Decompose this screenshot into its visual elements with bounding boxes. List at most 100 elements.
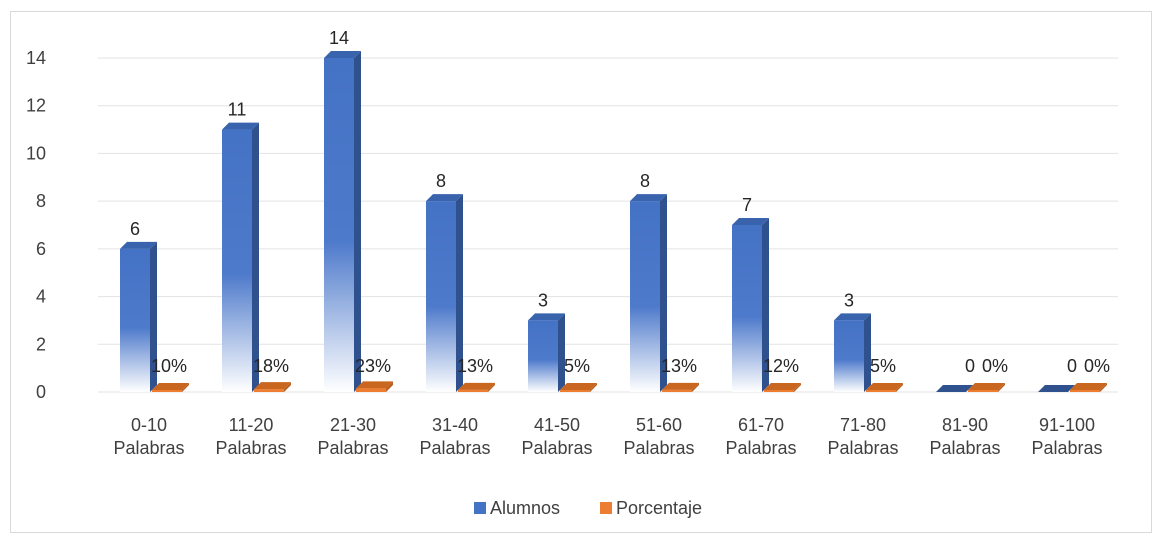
bar-alumnos bbox=[834, 320, 864, 392]
bar-porcentaje-side bbox=[692, 382, 699, 392]
bar-alumnos-top bbox=[426, 194, 463, 202]
data-label-porcentaje: 23% bbox=[355, 356, 391, 376]
y-tick-label: 12 bbox=[26, 96, 46, 116]
y-tick-label: 4 bbox=[36, 287, 46, 307]
bar-porcentaje-side bbox=[284, 382, 291, 392]
bar-alumnos-side bbox=[660, 194, 667, 392]
bar-alumnos-top bbox=[222, 122, 259, 130]
data-label-porcentaje: 0% bbox=[982, 356, 1008, 376]
y-tick-label: 6 bbox=[36, 239, 46, 259]
legend-swatch-porcentaje bbox=[600, 502, 612, 514]
bar-alumnos-top bbox=[324, 51, 361, 58]
chart-frame bbox=[10, 11, 1152, 533]
bar-porcentaje bbox=[152, 390, 182, 392]
bar-porcentaje-side bbox=[386, 381, 393, 392]
bar-alumnos bbox=[426, 201, 456, 392]
bar-alumnos bbox=[120, 248, 150, 392]
bar-porcentaje-top bbox=[968, 383, 1005, 390]
data-label-porcentaje: 0% bbox=[1084, 356, 1110, 376]
bar-porcentaje-top bbox=[1070, 383, 1107, 390]
bar-alumnos-side bbox=[354, 51, 361, 392]
bar-porcentaje bbox=[764, 390, 794, 392]
bar-porcentaje bbox=[560, 390, 590, 392]
bar-porcentaje-top bbox=[662, 382, 699, 390]
legend-label-alumnos: Alumnos bbox=[490, 498, 560, 518]
bar-porcentaje-side bbox=[488, 382, 495, 392]
bar-porcentaje-side bbox=[794, 383, 801, 392]
y-tick-label: 2 bbox=[36, 334, 46, 354]
data-label-alumnos: 8 bbox=[640, 171, 650, 191]
bar-alumnos-side bbox=[150, 241, 157, 392]
x-category-label: 61-70 Palabras bbox=[725, 415, 796, 458]
bar-alumnos-flat bbox=[936, 385, 973, 392]
bar-alumnos-top bbox=[120, 241, 157, 249]
bar-porcentaje bbox=[968, 390, 998, 392]
x-category-label: 31-40 Palabras bbox=[419, 415, 490, 458]
data-label-alumnos: 14 bbox=[329, 28, 349, 48]
bar-porcentaje-top bbox=[254, 382, 291, 390]
data-label-alumnos: 6 bbox=[130, 219, 140, 239]
bar-alumnos bbox=[732, 225, 762, 392]
data-label-porcentaje: 5% bbox=[870, 356, 896, 376]
data-label-alumnos: 11 bbox=[228, 100, 247, 120]
bar-alumnos bbox=[324, 58, 354, 392]
y-axis-ticks: 0 2 4 6 8 10 12 14 bbox=[26, 48, 46, 402]
bar-alumnos bbox=[528, 320, 558, 392]
data-label-alumnos: 0 bbox=[965, 356, 975, 376]
x-category-label: 41-50 Palabras bbox=[521, 415, 592, 458]
bar-porcentaje-top bbox=[866, 383, 903, 390]
bar-porcentaje-top bbox=[356, 381, 393, 389]
x-category-label: 21-30 Palabras bbox=[317, 415, 388, 458]
data-label-alumnos: 3 bbox=[844, 290, 854, 310]
bar-alumnos-side bbox=[252, 122, 259, 393]
data-label-porcentaje: 10% bbox=[151, 356, 187, 376]
bar-porcentaje-side bbox=[1100, 383, 1107, 392]
data-labels: 6 10% 11 18% 14 23% 8 13% 3 5% 8 13% 7 12% 3 5% 0 0% 0 0% bbox=[130, 28, 1110, 376]
y-tick-label: 14 bbox=[26, 48, 46, 68]
data-label-porcentaje: 18% bbox=[253, 356, 289, 376]
bar-porcentaje bbox=[254, 389, 284, 392]
bar-alumnos-side bbox=[762, 218, 769, 392]
bar-alumnos-top bbox=[834, 313, 871, 321]
bars bbox=[120, 51, 1107, 393]
bar-porcentaje bbox=[866, 390, 896, 392]
bar-porcentaje-top bbox=[458, 382, 495, 390]
bar-alumnos bbox=[630, 201, 660, 392]
x-category-label: 81-90 Palabras bbox=[929, 415, 1000, 458]
legend-swatch-alumnos bbox=[474, 502, 486, 514]
x-axis-categories: 0-10 Palabras 11-20 Palabras 21-30 Palabras 31… bbox=[113, 415, 1102, 458]
x-category-label: 11-20 Palabras bbox=[215, 415, 286, 458]
data-label-porcentaje: 13% bbox=[457, 356, 493, 376]
bar-porcentaje bbox=[1070, 390, 1100, 392]
bar-porcentaje bbox=[458, 389, 488, 392]
y-tick-label: 0 bbox=[36, 382, 46, 402]
data-label-alumnos: 3 bbox=[538, 290, 548, 310]
bar-porcentaje-side bbox=[896, 383, 903, 392]
data-label-alumnos: 8 bbox=[436, 171, 446, 191]
x-category-label: 91-100 Palabras bbox=[1031, 415, 1102, 458]
data-label-porcentaje: 5% bbox=[564, 356, 590, 376]
bar-porcentaje-top bbox=[560, 383, 597, 390]
legend-label-porcentaje: Porcentaje bbox=[616, 498, 702, 518]
bar-porcentaje-top bbox=[152, 383, 189, 390]
bar-porcentaje bbox=[662, 389, 692, 392]
x-category-label: 51-60 Palabras bbox=[623, 415, 694, 458]
bar-alumnos-side bbox=[456, 194, 463, 392]
bar-porcentaje-side bbox=[998, 383, 1005, 392]
bar-alumnos-top bbox=[732, 218, 769, 225]
bar-porcentaje-side bbox=[182, 383, 189, 392]
data-label-alumnos: 0 bbox=[1067, 356, 1077, 376]
data-label-alumnos: 7 bbox=[742, 195, 752, 215]
bar-porcentaje-side bbox=[590, 383, 597, 392]
y-tick-label: 10 bbox=[26, 143, 46, 163]
bar-porcentaje bbox=[356, 388, 386, 392]
bar-alumnos-top bbox=[528, 313, 565, 321]
legend: Alumnos Porcentaje bbox=[474, 498, 702, 518]
bar-alumnos-top bbox=[630, 194, 667, 202]
bar-alumnos-side bbox=[558, 313, 565, 392]
bar-alumnos-flat bbox=[1038, 385, 1075, 392]
data-label-porcentaje: 13% bbox=[661, 356, 697, 376]
bar-porcentaje-top bbox=[764, 383, 801, 390]
x-category-label: 71-80 Palabras bbox=[827, 415, 898, 458]
